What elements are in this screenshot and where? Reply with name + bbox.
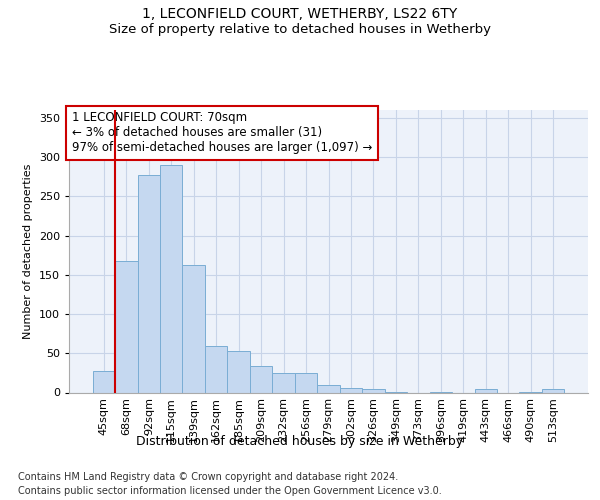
Bar [542,390,565,392]
Bar [317,386,340,392]
Bar [362,390,385,392]
Text: Contains HM Land Registry data © Crown copyright and database right 2024.: Contains HM Land Registry data © Crown c… [18,472,398,482]
Y-axis label: Number of detached properties: Number of detached properties [23,164,33,339]
Bar [227,351,250,393]
Text: Size of property relative to detached houses in Wetherby: Size of property relative to detached ho… [109,22,491,36]
Bar [137,175,160,392]
Text: 1, LECONFIELD COURT, WETHERBY, LS22 6TY: 1, LECONFIELD COURT, WETHERBY, LS22 6TY [142,8,458,22]
Bar [160,165,182,392]
Text: Distribution of detached houses by size in Wetherby: Distribution of detached houses by size … [136,435,464,448]
Bar [92,370,115,392]
Bar [272,373,295,392]
Bar [115,260,137,392]
Text: 1 LECONFIELD COURT: 70sqm
← 3% of detached houses are smaller (31)
97% of semi-d: 1 LECONFIELD COURT: 70sqm ← 3% of detach… [71,112,372,154]
Bar [250,366,272,392]
Bar [340,388,362,392]
Bar [475,390,497,392]
Bar [205,346,227,393]
Text: Contains public sector information licensed under the Open Government Licence v3: Contains public sector information licen… [18,486,442,496]
Bar [295,373,317,392]
Bar [182,266,205,392]
